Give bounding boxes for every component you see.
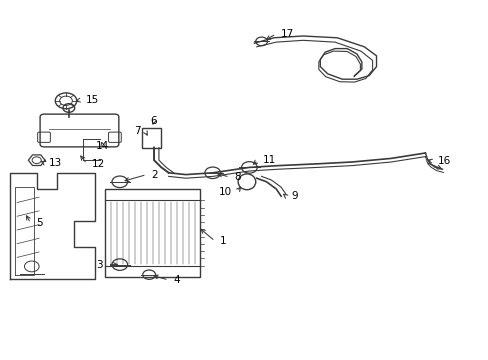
Text: 11: 11: [263, 155, 276, 165]
Bar: [105, 189, 200, 277]
Text: 3: 3: [96, 260, 102, 270]
Text: 13: 13: [49, 158, 62, 168]
Text: 2: 2: [151, 170, 158, 180]
Text: 8: 8: [234, 172, 241, 182]
Text: 6: 6: [150, 116, 157, 126]
Text: 5: 5: [36, 218, 42, 228]
Text: 15: 15: [85, 95, 99, 105]
Text: 1: 1: [220, 236, 226, 246]
Text: 9: 9: [290, 191, 297, 201]
Text: 7: 7: [133, 126, 140, 136]
Text: 16: 16: [437, 156, 450, 166]
Text: 12: 12: [92, 159, 105, 169]
Text: 4: 4: [173, 275, 180, 285]
Bar: [142, 128, 161, 148]
Text: 10: 10: [219, 186, 232, 197]
Text: 17: 17: [281, 29, 294, 39]
Text: 14: 14: [96, 141, 109, 151]
